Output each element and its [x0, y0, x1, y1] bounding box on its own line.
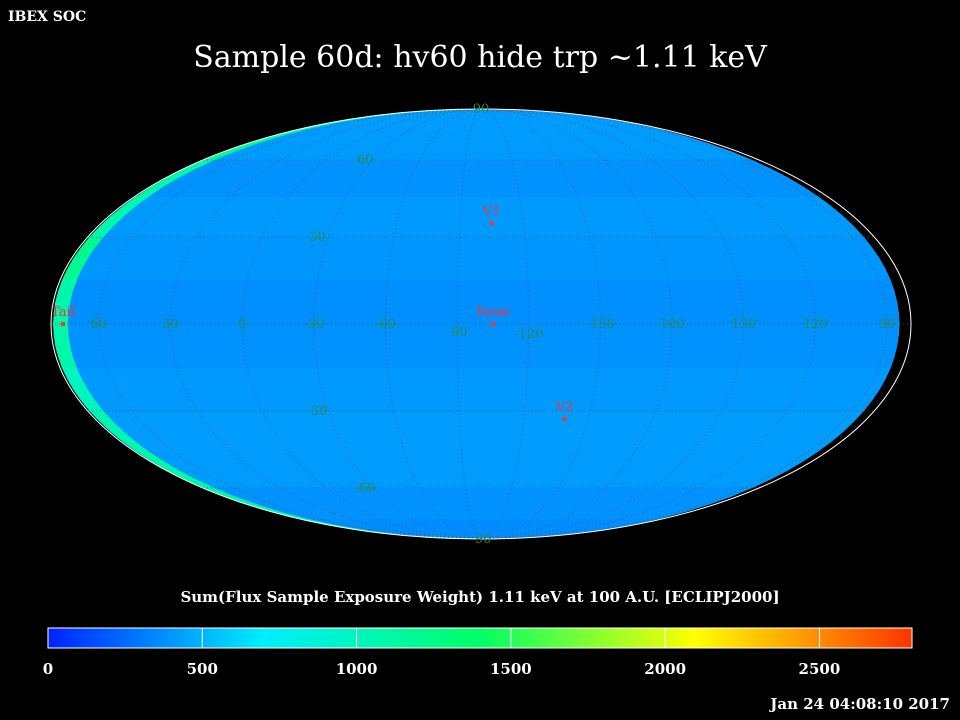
longitude-label: 0: [238, 317, 246, 332]
timestamp: Jan 24 04:08:10 2017: [770, 695, 950, 713]
longitude-gridline: [169, 109, 482, 539]
map-cell: [61, 236, 891, 281]
longitude-gridline: [480, 109, 745, 539]
colorbar: [47, 627, 913, 649]
longitude-label: -120: [514, 327, 543, 342]
longitude-label: 120: [803, 317, 828, 332]
soc-label: IBEX SOC: [8, 9, 87, 25]
map-cell: [89, 410, 865, 452]
colorbar-tick-label: 1500: [489, 660, 532, 678]
colorbar-tick-label: 1000: [335, 660, 378, 678]
marker-v1: [489, 221, 494, 226]
longitude-label: -90: [447, 325, 468, 340]
marker-tail: [60, 322, 65, 326]
longitude-gridline: [480, 109, 816, 539]
longitude-label: -60: [375, 317, 396, 332]
longitude-label: 30: [162, 317, 179, 332]
longitude-label: 60: [91, 317, 108, 332]
map-cell: [53, 323, 900, 369]
longitude-gridline: [480, 109, 601, 539]
longitude-label: 90: [879, 317, 896, 332]
latitude-label: 30: [309, 230, 326, 245]
map-cell: [61, 367, 891, 412]
colorbar-tick-label: 2000: [644, 660, 687, 678]
marker-label: V2: [555, 400, 574, 415]
longitude-gridline: [241, 109, 482, 539]
longitude-label: -150: [586, 317, 615, 332]
marker-label: Nose: [476, 305, 510, 320]
longitude-label: 180: [660, 317, 685, 332]
map-markers: V1 Nose V2 Tail: [51, 204, 574, 422]
longitude-gridline: [480, 109, 530, 539]
colorbar-tick-label: 0: [42, 660, 54, 678]
latitude-label: -30: [307, 404, 328, 419]
longitude-label: 150: [731, 317, 756, 332]
map-cell: [135, 159, 819, 197]
marker-label: V1: [482, 204, 501, 219]
chart-title: Sample 60d: hv60 hide trp ~1.11 keV: [193, 40, 767, 75]
colorbar-tick-label: 500: [186, 660, 218, 678]
colorbar-gradient: [47, 627, 913, 649]
map-labels: 60 30 0 -30 -60 -90 -120 -150 180 150 120 90 90 60 30 -…: [91, 102, 896, 547]
longitude-label: -30: [303, 317, 324, 332]
latitude-label: 90: [473, 102, 490, 117]
marker-label: Tail: [51, 305, 75, 320]
longitude-gridline: [384, 109, 482, 539]
marker-v2: [562, 417, 567, 422]
colorbar-tick-label: 2500: [798, 660, 841, 678]
latitude-label: -90: [471, 532, 492, 547]
marker-nose: [490, 322, 495, 326]
map-graticule: [51, 109, 911, 539]
latitude-label: -60: [355, 481, 376, 496]
latitude-label: 60: [357, 153, 374, 168]
map-outline: [50, 108, 912, 540]
map-cell: [135, 450, 819, 489]
colorbar-title: Sum(Flux Sample Exposure Weight) 1.11 ke…: [180, 588, 780, 606]
map-cell: [89, 196, 865, 238]
map-heatmap-cells: [53, 109, 900, 539]
